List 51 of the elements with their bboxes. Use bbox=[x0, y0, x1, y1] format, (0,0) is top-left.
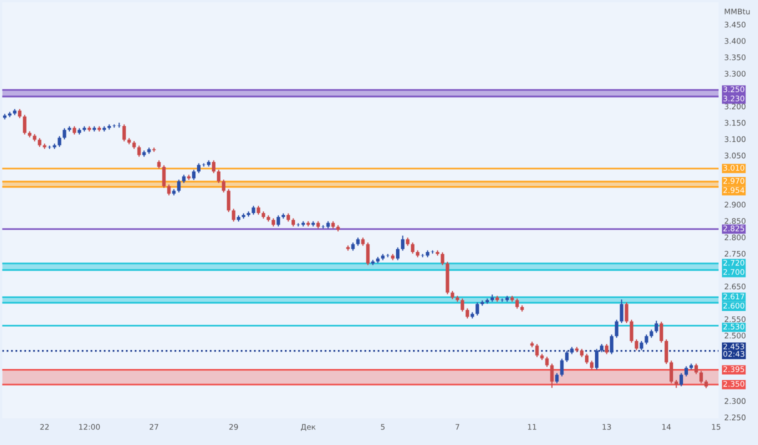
candlestick bbox=[476, 302, 480, 316]
candlestick bbox=[604, 343, 608, 355]
candlestick bbox=[594, 348, 598, 370]
candlestick bbox=[410, 242, 414, 254]
candlestick bbox=[162, 164, 166, 188]
candlestick bbox=[515, 298, 519, 310]
candlestick bbox=[216, 169, 220, 184]
candlestick bbox=[222, 179, 226, 193]
candlestick bbox=[684, 366, 688, 377]
candlestick bbox=[137, 145, 141, 158]
candlestick bbox=[232, 208, 236, 222]
candlestick bbox=[306, 220, 310, 228]
candlestick bbox=[58, 136, 62, 148]
candlestick bbox=[18, 108, 22, 119]
candlestick bbox=[122, 124, 126, 142]
candlestick bbox=[490, 294, 494, 302]
candlestick bbox=[680, 372, 684, 387]
candlestick bbox=[585, 353, 589, 365]
candlestick bbox=[560, 358, 564, 377]
candlestick bbox=[654, 320, 658, 334]
candlestick bbox=[167, 184, 171, 196]
candlestick bbox=[644, 334, 648, 345]
candlestick bbox=[22, 114, 26, 136]
candlestick bbox=[624, 302, 628, 324]
candlestick bbox=[400, 235, 404, 252]
candlestick bbox=[466, 308, 470, 320]
candlestick bbox=[699, 370, 703, 384]
candlestick bbox=[620, 298, 624, 324]
candlestick bbox=[192, 169, 196, 181]
candlestick bbox=[630, 319, 634, 344]
candlestick bbox=[535, 343, 539, 358]
candlestick bbox=[670, 360, 674, 384]
candlestick bbox=[226, 188, 230, 213]
candlestick bbox=[555, 372, 559, 384]
candlestick bbox=[276, 214, 280, 228]
candlestick bbox=[614, 319, 618, 338]
candlestick bbox=[664, 338, 668, 365]
candlestick bbox=[550, 363, 554, 388]
candlestick bbox=[694, 363, 698, 375]
candlestick bbox=[197, 162, 201, 174]
candlestick bbox=[565, 350, 569, 363]
candlestick bbox=[212, 160, 216, 174]
candlestick bbox=[366, 242, 370, 266]
candlestick bbox=[396, 246, 400, 261]
candlestick bbox=[177, 179, 181, 193]
candlestick bbox=[62, 128, 66, 140]
candlestick bbox=[460, 298, 464, 312]
candlestick bbox=[640, 340, 644, 351]
candlestick bbox=[545, 356, 549, 368]
candlestick bbox=[610, 334, 614, 355]
candlestick bbox=[660, 321, 664, 344]
